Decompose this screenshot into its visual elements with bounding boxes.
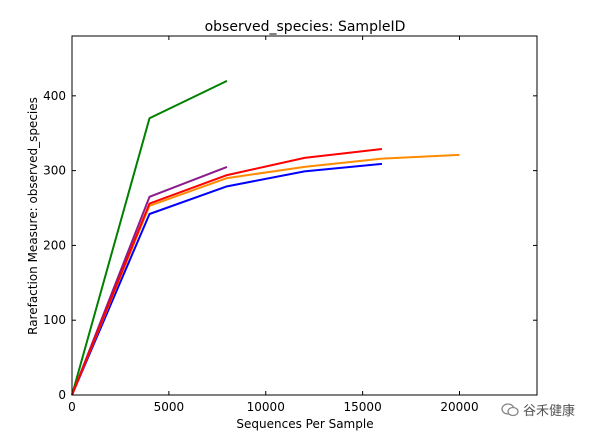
x-tick-label: 10000 <box>247 400 285 414</box>
series-lines <box>71 79 460 396</box>
x-tick-label: 0 <box>68 400 76 414</box>
series-line-5 <box>71 147 383 396</box>
y-tick-label: 100 <box>43 313 66 327</box>
watermark-text: 谷禾健康 <box>522 404 575 419</box>
wechat-icon <box>501 402 519 416</box>
x-axis-label: Sequences Per Sample <box>236 417 373 431</box>
chart-title: observed_species: SampleID <box>205 19 406 35</box>
x-tick-label: 5000 <box>154 400 185 414</box>
y-tick-label: 0 <box>58 388 66 402</box>
y-tick-label: 400 <box>43 89 66 103</box>
y-tick-label: 300 <box>43 164 66 178</box>
axis-ticks: 0 5000 10000 15000 20000 0 100 200 300 400 <box>43 36 537 414</box>
x-tick-label: 15000 <box>344 400 382 414</box>
series-line-3 <box>71 162 383 396</box>
watermark: 谷禾健康 <box>501 400 575 419</box>
x-tick-label: 20000 <box>440 400 478 414</box>
y-axis-label: Rarefaction Measure: observed_species <box>26 97 40 335</box>
y-tick-label: 200 <box>43 238 66 252</box>
series-line-2 <box>71 165 228 396</box>
plot-frame <box>71 35 538 396</box>
series-line-1 <box>71 79 228 396</box>
